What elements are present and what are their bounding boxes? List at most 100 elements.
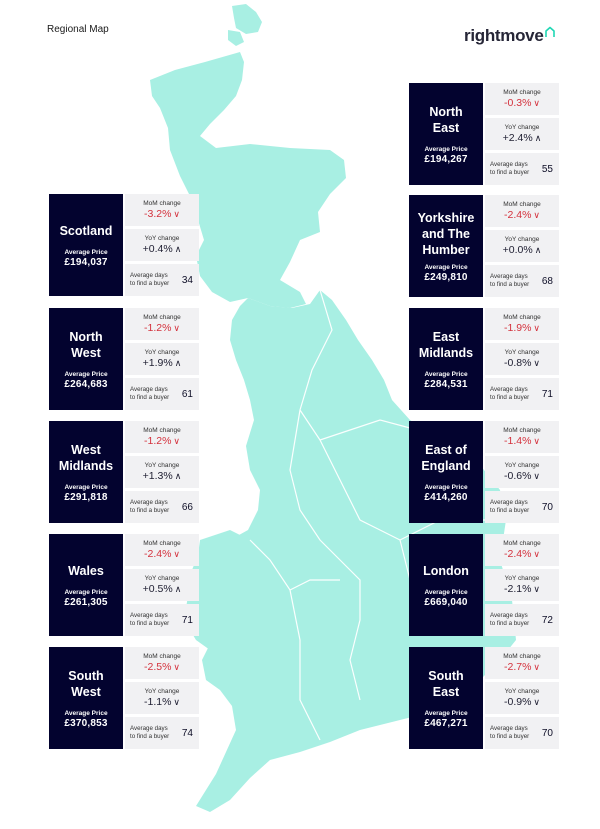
average-price-value: £194,267 (424, 153, 468, 165)
region-name-line2: Midlands (418, 345, 474, 360)
chevron-down-icon: ∨ (533, 436, 541, 446)
mom-label: MoM change (143, 653, 181, 660)
brand-name: rightmove (464, 26, 544, 45)
region-header: Wales Average Price £261,305 (49, 534, 123, 636)
yoy-value: +2.4% (502, 132, 533, 144)
region-header: Yorkshire and The Humber Average Price £… (409, 195, 483, 297)
region-card-south-west[interactable]: South West Average Price £370,853 MoM ch… (49, 647, 199, 749)
chevron-down-icon: ∨ (173, 436, 181, 446)
region-header: South East Average Price £467,271 (409, 647, 483, 749)
yoy-label: YoY change (504, 124, 540, 131)
region-card-north-west[interactable]: North West Average Price £264,683 MoM ch… (49, 308, 199, 410)
days-label-2: to find a buyer (130, 733, 170, 740)
chevron-up-icon: ∧ (174, 244, 182, 254)
average-price-label: Average Price (424, 263, 468, 271)
region-card-north-east[interactable]: North East Average Price £194,267 MoM ch… (409, 83, 559, 185)
rightmove-logo[interactable]: rightmove (464, 26, 556, 46)
mom-change: MoM change -2.4% ∨ (125, 534, 199, 566)
days-value: 70 (541, 501, 553, 513)
region-name: London (423, 563, 469, 578)
days-label-2: to find a buyer (490, 733, 530, 740)
days-to-sell: Average days to find a buyer 74 (125, 717, 199, 749)
chevron-down-icon: ∨ (533, 358, 541, 368)
region-header: East Midlands Average Price £284,531 (409, 308, 483, 410)
yoy-label: YoY change (504, 236, 540, 243)
region-name: North (429, 104, 463, 119)
average-price-value: £249,810 (424, 271, 468, 283)
average-price-label: Average Price (424, 483, 468, 491)
days-label-2: to find a buyer (130, 507, 170, 514)
yoy-value: -1.1% (143, 696, 172, 708)
days-label-2: to find a buyer (490, 281, 530, 288)
region-card-london[interactable]: London Average Price £669,040 MoM change… (409, 534, 559, 636)
region-card-east-of-england[interactable]: East of England Average Price £414,260 M… (409, 421, 559, 523)
average-price-value: £669,040 (424, 596, 468, 608)
region-name-line2: West (71, 345, 101, 360)
days-label-1: Average days (490, 161, 528, 168)
days-label-1: Average days (130, 386, 168, 393)
region-name: Scotland (59, 223, 113, 238)
days-label-1: Average days (490, 612, 528, 619)
mom-change: MoM change -3.2% ∨ (125, 194, 199, 226)
days-to-sell: Average days to find a buyer 70 (485, 717, 559, 749)
yoy-value: -2.1% (503, 583, 532, 595)
mom-value: -2.5% (143, 661, 172, 673)
yoy-value: +1.9% (142, 357, 173, 369)
yoy-label: YoY change (144, 235, 180, 242)
days-value: 71 (541, 388, 553, 400)
days-value: 72 (541, 614, 553, 626)
average-price-value: £414,260 (424, 491, 468, 503)
chevron-down-icon: ∨ (173, 662, 181, 672)
yoy-change: YoY change +0.4% ∧ (125, 229, 199, 261)
average-price-label: Average Price (64, 588, 108, 596)
chevron-up-icon: ∧ (174, 358, 182, 368)
mom-label: MoM change (503, 89, 541, 96)
mom-label: MoM change (143, 427, 181, 434)
days-value: 68 (541, 275, 553, 287)
region-card-yorkshire[interactable]: Yorkshire and The Humber Average Price £… (409, 195, 559, 297)
yoy-change: YoY change -0.6% ∨ (485, 456, 559, 488)
region-card-south-east[interactable]: South East Average Price £467,271 MoM ch… (409, 647, 559, 749)
mom-change: MoM change -1.2% ∨ (125, 308, 199, 340)
average-price-label: Average Price (64, 483, 108, 491)
days-value: 61 (181, 388, 193, 400)
region-name-line2: East (432, 120, 460, 135)
yoy-change: YoY change +2.4% ∧ (485, 118, 559, 150)
average-price-value: £194,037 (64, 256, 108, 268)
region-card-east-midlands[interactable]: East Midlands Average Price £284,531 MoM… (409, 308, 559, 410)
days-label-1: Average days (490, 386, 528, 393)
region-card-wales[interactable]: Wales Average Price £261,305 MoM change … (49, 534, 199, 636)
average-price-label: Average Price (64, 709, 108, 717)
region-card-scotland[interactable]: Scotland Average Price £194,037 MoM chan… (49, 194, 199, 296)
yoy-value: -0.6% (503, 470, 532, 482)
days-value: 66 (181, 501, 193, 513)
days-label-1: Average days (490, 499, 528, 506)
average-price-label: Average Price (424, 588, 468, 596)
yoy-change: YoY change +0.5% ∧ (125, 569, 199, 601)
region-name: South (68, 668, 104, 683)
days-to-sell: Average days to find a buyer 72 (485, 604, 559, 636)
region-header: East of England Average Price £414,260 (409, 421, 483, 523)
region-header: West Midlands Average Price £291,818 (49, 421, 123, 523)
mom-value: -2.4% (503, 209, 532, 221)
days-label-1: Average days (130, 725, 168, 732)
average-price-value: £291,818 (64, 491, 108, 503)
mom-value: -2.4% (503, 548, 532, 560)
days-to-sell: Average days to find a buyer 34 (125, 264, 199, 296)
days-to-sell: Average days to find a buyer 55 (485, 153, 559, 185)
house-icon (545, 26, 556, 37)
chevron-down-icon: ∨ (173, 209, 181, 219)
page-title: Regional Map (47, 24, 109, 35)
region-card-west-midlands[interactable]: West Midlands Average Price £291,818 MoM… (49, 421, 199, 523)
mom-change: MoM change -0.3% ∨ (485, 83, 559, 115)
average-price-label: Average Price (64, 370, 108, 378)
chevron-down-icon: ∨ (533, 210, 541, 220)
days-label-2: to find a buyer (130, 280, 170, 287)
chevron-up-icon: ∧ (174, 471, 182, 481)
yoy-value: +0.4% (142, 243, 173, 255)
mom-value: -0.3% (503, 97, 532, 109)
region-name: South (428, 668, 464, 683)
days-label-1: Average days (490, 273, 528, 280)
yoy-value: +1.3% (142, 470, 173, 482)
days-label-1: Average days (130, 612, 168, 619)
